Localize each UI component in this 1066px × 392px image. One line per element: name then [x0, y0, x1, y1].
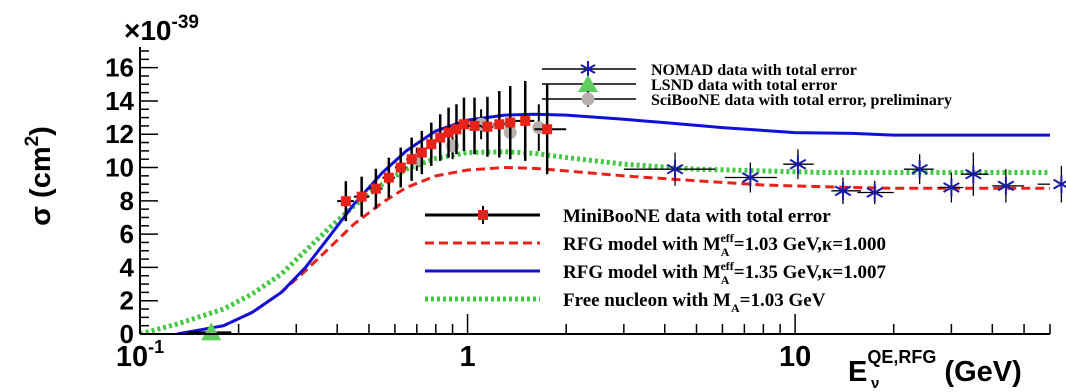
nomad-marker — [943, 182, 960, 193]
sciboone-point — [532, 104, 546, 151]
miniboone-marker — [469, 120, 480, 131]
miniboone-marker — [458, 119, 469, 130]
nomad-marker — [1053, 180, 1066, 190]
y-tick-label: 12 — [105, 119, 134, 149]
nomad-point — [904, 154, 934, 185]
nomad-point — [961, 152, 989, 196]
legend-bottom-entry: RFG model with MAeff=1.35 GeV,κ=1.007 — [425, 259, 886, 287]
nomad-point — [623, 152, 716, 186]
miniboone-marker — [482, 121, 493, 132]
miniboone-marker — [395, 162, 406, 173]
miniboone-point — [443, 107, 454, 158]
y-tick-label: 16 — [105, 53, 134, 83]
miniboone-point — [534, 84, 567, 175]
nomad-point — [938, 172, 964, 203]
y-tick-label: 14 — [105, 86, 134, 116]
legend-circle-marker — [581, 92, 595, 106]
y-tick-label: 2 — [120, 286, 134, 316]
nomad-marker — [866, 187, 884, 198]
miniboone-point — [481, 96, 494, 157]
miniboone-point — [394, 147, 407, 188]
miniboone-marker — [426, 139, 437, 150]
nomad-point — [831, 177, 862, 205]
miniboone-point — [382, 157, 395, 198]
data-points — [187, 80, 1066, 341]
miniboone-marker — [340, 196, 351, 207]
y-tick-label: 8 — [120, 186, 134, 216]
miniboone-point — [435, 114, 446, 161]
miniboone-point — [504, 85, 516, 160]
miniboone-marker — [494, 119, 505, 130]
x-tick-label: 10 — [779, 341, 811, 373]
legend-top-entry: NOMAD data with total error — [542, 61, 857, 79]
legend-asterisk-marker — [580, 64, 596, 74]
miniboone-point — [426, 122, 437, 166]
legend-top-label: SciBooNE data with total error, prelimin… — [651, 92, 952, 109]
legend-bottom-entry: RFG model with MAeff=1.03 GeV,κ=1.000 — [425, 231, 886, 259]
legend-top-label: LSND data with total error — [651, 77, 837, 94]
y-tick-label: 10 — [105, 153, 134, 183]
nomad-point — [783, 149, 814, 180]
legend-bottom-entry: MiniBooNE data with total error — [425, 206, 831, 227]
nomad-marker — [789, 158, 807, 170]
y-tick-label: 0 — [120, 319, 134, 349]
miniboone-marker — [505, 117, 516, 128]
miniboone-point — [368, 168, 383, 209]
nomad-marker — [666, 163, 684, 175]
legend-bottom-label: RFG model with MAeff=1.35 GeV,κ=1.007 — [563, 259, 886, 287]
legend-bottom-label: Free nucleon with MA=1.03 GeV — [563, 290, 826, 315]
y-tick-label: 4 — [120, 252, 135, 282]
miniboone-point — [458, 97, 469, 151]
nomad-marker — [742, 172, 759, 183]
miniboone-marker — [356, 191, 367, 202]
miniboone-marker — [406, 154, 417, 165]
x-tick-label: 10-1 — [116, 337, 164, 373]
legend-miniboone-marker — [478, 210, 488, 220]
x-tick-label: 1 — [459, 341, 475, 373]
legend-top-entry: LSND data with total error — [542, 75, 837, 94]
miniboone-point — [493, 90, 505, 158]
y-tick-label: 6 — [120, 219, 134, 249]
y-axis-title-unit: (cm — [25, 146, 57, 206]
nomad-marker — [997, 180, 1015, 192]
nomad-marker — [911, 163, 928, 175]
miniboone-point — [515, 80, 535, 161]
miniboone-marker — [451, 124, 462, 135]
legend-top-label: NOMAD data with total error — [651, 62, 857, 79]
miniboone-marker — [520, 115, 531, 126]
miniboone-point — [406, 137, 417, 181]
y-exponent: ×10-39 — [124, 12, 199, 46]
sciboone-marker — [532, 121, 546, 135]
nomad-point — [1037, 165, 1066, 203]
miniboone-point — [467, 97, 482, 155]
legend-top-entry: SciBooNE data with total error, prelimin… — [542, 91, 952, 109]
nomad-point — [992, 169, 1025, 203]
miniboone-marker — [542, 124, 553, 135]
miniboone-point — [353, 176, 369, 217]
miniboone-marker — [435, 132, 446, 143]
y-axis-title-symbol: σ — [25, 206, 57, 226]
miniboone-point — [337, 181, 354, 222]
y-axis-title: σ (cm2) — [22, 126, 57, 226]
lsnd-marker — [201, 322, 222, 341]
legend-bottom-entry: Free nucleon with MA=1.03 GeV — [425, 290, 826, 315]
legend-triangle-marker — [578, 75, 598, 92]
miniboone-point — [416, 130, 427, 175]
nomad-point — [857, 180, 894, 205]
miniboone-marker — [370, 183, 381, 194]
lsnd-point — [187, 322, 232, 341]
nomad-point — [724, 162, 777, 193]
legend-bottom-label: RFG model with MAeff=1.03 GeV,κ=1.000 — [563, 231, 886, 259]
x-axis-title: EQE,RFG (GeV) — [848, 347, 1022, 388]
miniboone-marker — [443, 127, 454, 138]
x-axis-title-sub: ν — [871, 375, 879, 392]
miniboone-marker — [383, 172, 394, 183]
legend-bottom-label: MiniBooNE data with total error — [563, 206, 831, 227]
nomad-marker — [964, 168, 982, 180]
miniboone-marker — [416, 147, 427, 158]
nomad-marker — [834, 185, 852, 197]
